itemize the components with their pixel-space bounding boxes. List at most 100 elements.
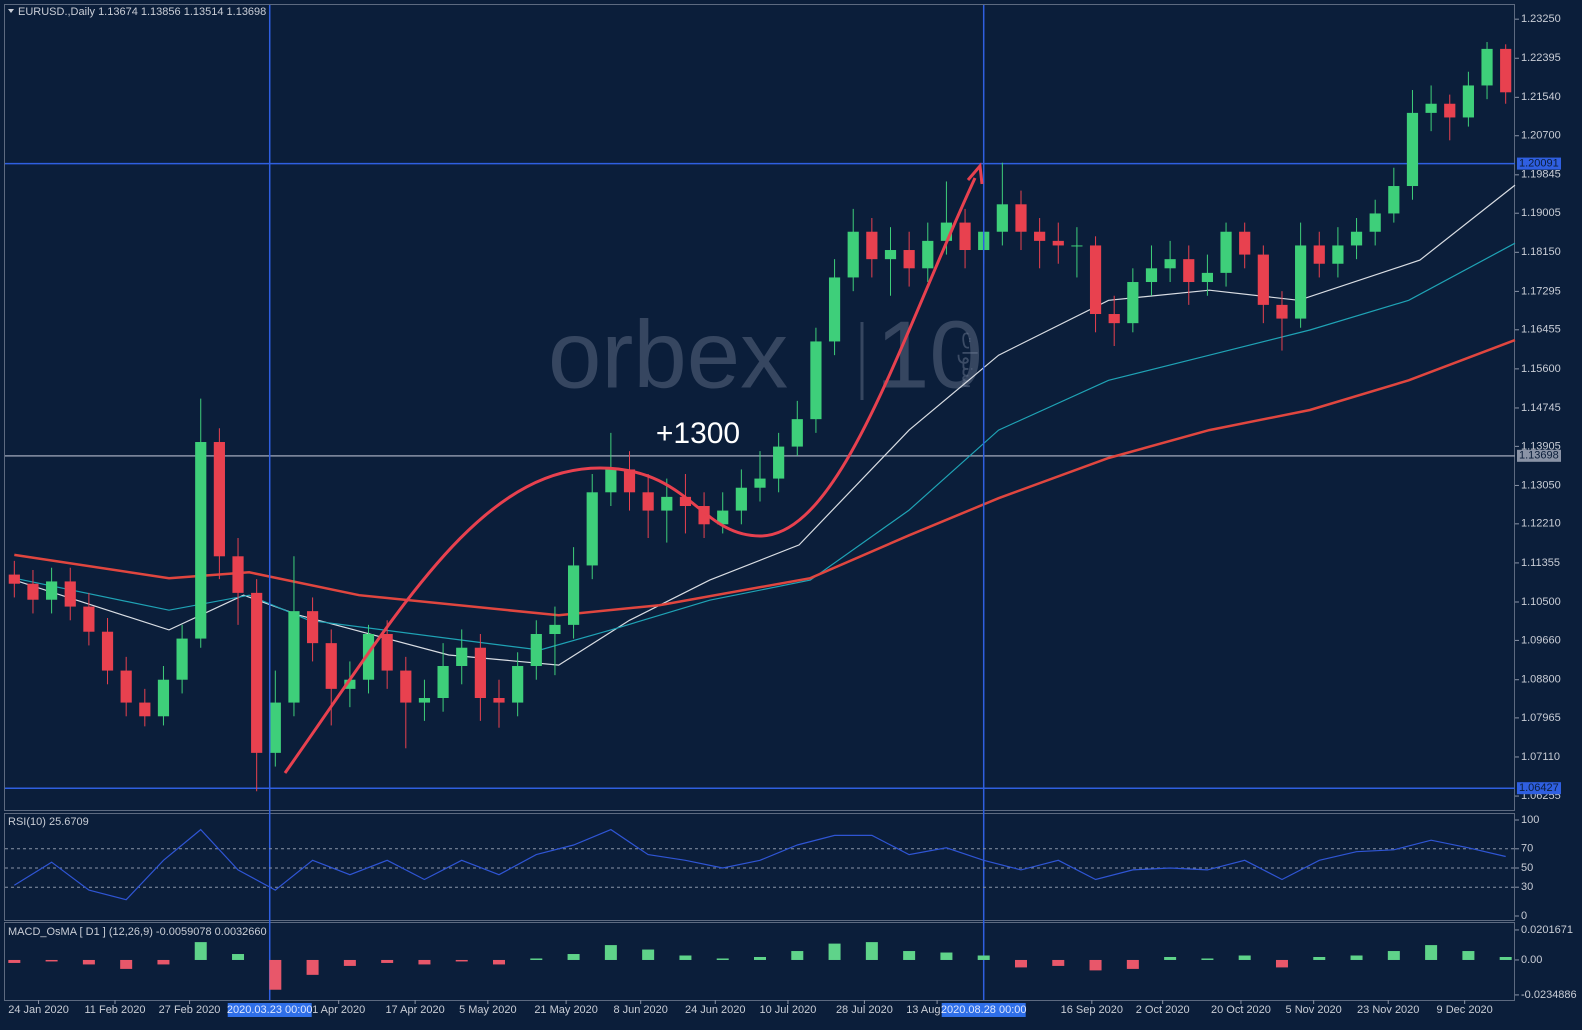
y-tick-label: 30 <box>1521 881 1533 893</box>
candle-body <box>474 647 486 699</box>
histogram-bar <box>157 959 170 965</box>
x-tick-label: 24 Jan 2020 <box>8 1004 69 1016</box>
histogram-bar <box>45 959 58 962</box>
histogram-bar <box>716 958 729 960</box>
y-tick-label: 1.19845 <box>1521 169 1561 181</box>
candle-body <box>1295 245 1307 319</box>
y-tick-label: 1.09660 <box>1521 634 1561 646</box>
y-tick-label: 1.15600 <box>1521 363 1561 375</box>
y-tick-label: 70 <box>1521 843 1533 855</box>
histogram-bar <box>530 958 543 960</box>
candle-body <box>1164 259 1176 269</box>
histogram-bar <box>343 959 356 966</box>
histogram-bar <box>1126 959 1139 969</box>
histogram-bar <box>1201 958 1214 960</box>
main-panel <box>4 4 1515 811</box>
candle-body <box>400 670 412 703</box>
histogram-bar <box>1238 955 1251 960</box>
candle-body <box>139 702 151 717</box>
x-tick-label: 24 Jun 2020 <box>685 1004 746 1016</box>
histogram-bar <box>1350 955 1363 960</box>
x-tick-label: 9 Dec 2020 <box>1437 1004 1493 1016</box>
candle-body <box>996 204 1008 232</box>
histogram-bar <box>903 951 916 960</box>
candle-body <box>381 634 393 671</box>
plot-marks <box>5 5 1516 1000</box>
y-tick-label: 1.11355 <box>1521 557 1560 569</box>
candle-body <box>717 510 729 525</box>
candle-body <box>120 670 132 703</box>
histogram-bar <box>120 959 133 969</box>
rsi-title: RSI(10) 25.6709 <box>8 816 89 828</box>
histogram-bar <box>232 954 245 960</box>
candle-body <box>232 556 244 593</box>
h-line-label-box <box>1517 449 1561 462</box>
candle-body <box>661 496 673 511</box>
y-tick-label: 1.10500 <box>1521 596 1561 608</box>
candle-body <box>493 698 505 703</box>
histogram-bar <box>269 959 282 990</box>
histogram-bar <box>1313 956 1326 960</box>
candle-body <box>83 606 95 632</box>
candle-body <box>1425 103 1437 113</box>
candle-body <box>46 581 58 600</box>
watermark: orbex <box>548 301 788 408</box>
x-tick-label: 1 Apr 2020 <box>312 1004 365 1016</box>
histogram-bar <box>306 959 319 975</box>
candle-body <box>791 419 803 447</box>
candle-body <box>344 679 356 689</box>
candle-body <box>959 222 971 251</box>
histogram-bar <box>642 949 655 960</box>
histogram-bar <box>1014 959 1027 968</box>
candle-body <box>1108 314 1120 324</box>
histogram-bar <box>1387 951 1400 960</box>
candle-body <box>698 506 710 525</box>
candle-body <box>1350 231 1363 246</box>
histogram-bar <box>1425 945 1438 960</box>
candle-body <box>735 487 747 511</box>
histogram-bar <box>493 959 506 965</box>
candle-body <box>1313 245 1325 264</box>
candle-body <box>101 631 114 671</box>
histogram-bar <box>679 955 692 960</box>
x-tick-label: 16 Sep 2020 <box>1061 1004 1123 1016</box>
moving-average <box>14 242 1516 651</box>
candle-body <box>847 231 859 278</box>
x-tick-label: 20 Oct 2020 <box>1211 1004 1271 1016</box>
y-tick-label: 1.21540 <box>1521 91 1561 103</box>
candle-body <box>418 698 431 703</box>
histogram-bar <box>791 951 804 960</box>
histogram-bar <box>455 959 468 962</box>
histogram-bar <box>604 945 617 960</box>
histogram-bar <box>1052 959 1065 966</box>
candle-body <box>64 581 76 607</box>
candle-body <box>623 469 636 493</box>
histogram-bar <box>194 942 207 960</box>
candle-body <box>8 574 20 584</box>
y-tick-label: 1.16455 <box>1521 324 1561 336</box>
candle-body <box>1369 213 1381 232</box>
candle-body <box>1034 231 1046 241</box>
histogram-bar <box>865 942 878 960</box>
candle-body <box>27 583 39 600</box>
macd-panel <box>4 922 1515 1001</box>
candle-body <box>325 643 337 689</box>
candle-body <box>1388 186 1400 214</box>
macd-title: MACD_OsMA [ D1 ] (12,26,9) -0.0059078 0.… <box>8 926 267 938</box>
x-tick-label: 2 Oct 2020 <box>1136 1004 1190 1016</box>
candle-body <box>437 666 449 699</box>
y-tick-label: 0.0201671 <box>1521 924 1573 936</box>
candle-body <box>362 634 375 680</box>
x-tick-label: 17 Apr 2020 <box>385 1004 444 1016</box>
x-tick-label: 5 May 2020 <box>459 1004 516 1016</box>
candle-body <box>1015 204 1027 232</box>
histogram-bar <box>940 952 953 960</box>
candle-body <box>1239 231 1251 255</box>
candle-body <box>679 496 692 507</box>
y-tick-label: 1.13050 <box>1521 479 1561 491</box>
candle-body <box>810 341 822 420</box>
crosshair-label-box <box>227 1003 312 1017</box>
candle-body <box>1145 268 1158 283</box>
